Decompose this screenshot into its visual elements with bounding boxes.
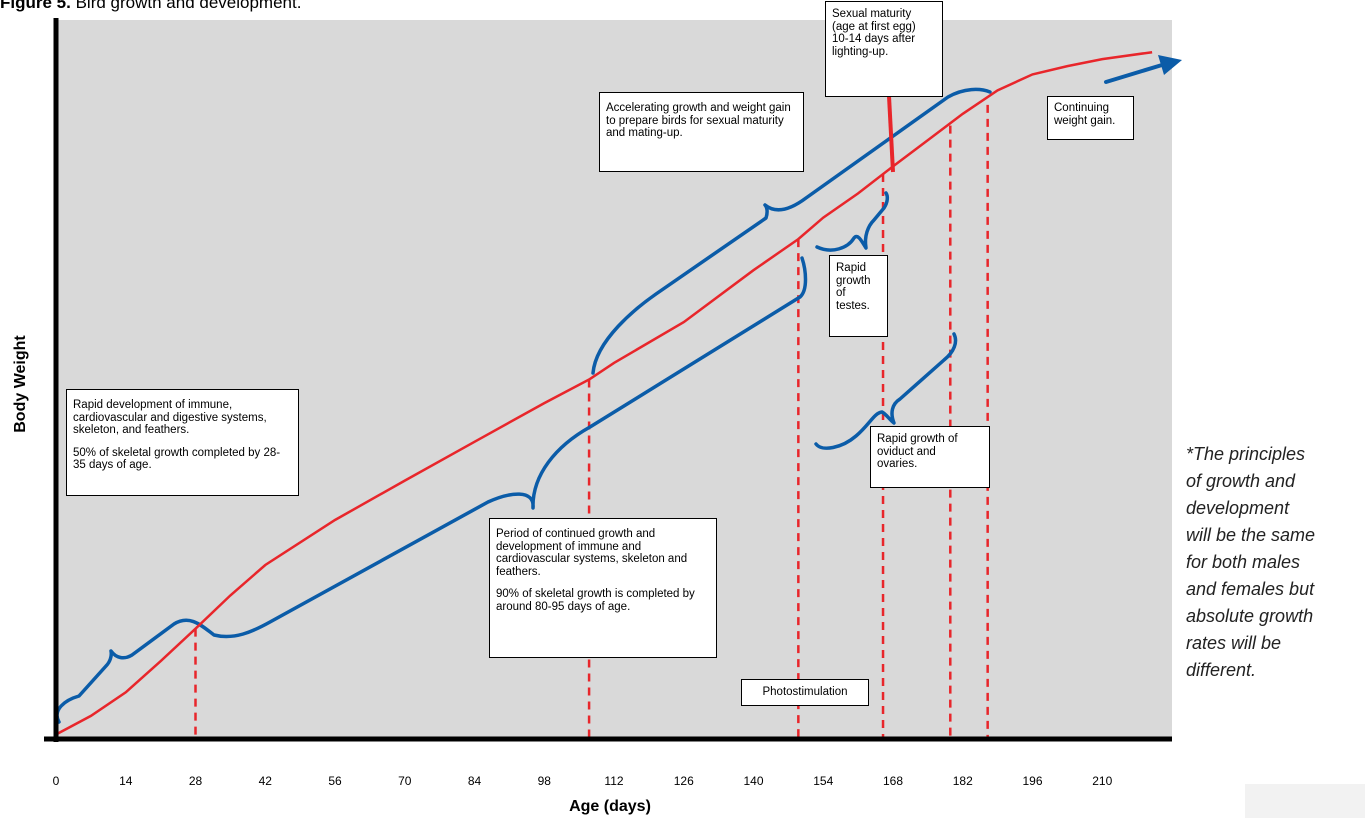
annotation-photostimulation-text: Photostimulation bbox=[762, 686, 848, 698]
x-axis-label: Age (days) bbox=[569, 798, 651, 815]
annotation-oviduct: Rapid growth of oviduct and ovaries. bbox=[870, 426, 990, 488]
corner-panel bbox=[1245, 784, 1365, 818]
brace-accelerating bbox=[591, 87, 992, 375]
x-tick-28: 28 bbox=[189, 774, 203, 788]
side-note: *The principles of growth and developmen… bbox=[1186, 444, 1316, 680]
annotation-continued: Period of continued growth and developme… bbox=[489, 518, 717, 658]
x-tick-154: 154 bbox=[813, 774, 833, 788]
brace-oviduct bbox=[814, 332, 958, 450]
figure-title: Figure 5. Bird growth and development. bbox=[0, 0, 301, 13]
x-tick-42: 42 bbox=[259, 774, 273, 788]
annotation-continuing: Continuing weight gain. bbox=[1047, 96, 1134, 140]
annotation-testes-text: Rapid growth of testes. bbox=[836, 262, 871, 312]
annotation-sexual-maturity-text: Sexual maturity (age at first egg) 10-14… bbox=[832, 8, 916, 58]
x-tick-84: 84 bbox=[468, 774, 482, 788]
annotation-continuing-text: Continuing weight gain. bbox=[1054, 102, 1116, 127]
annotation-immune-skeletal: 50% of skeletal growth completed by 28-3… bbox=[73, 446, 281, 472]
annotation-testes: Rapid growth of testes. bbox=[829, 255, 888, 337]
annotation-continued-skeletal: 90% of skeletal growth is completed by a… bbox=[496, 588, 695, 613]
annotation-immune: Rapid development of immune, cardiovascu… bbox=[66, 389, 299, 496]
x-tick-112: 112 bbox=[604, 774, 623, 788]
x-tick-182: 182 bbox=[953, 774, 973, 788]
x-tick-168: 168 bbox=[883, 774, 903, 788]
annotation-accelerating: Accelerating growth and weight gain to p… bbox=[599, 92, 804, 172]
x-tick-196: 196 bbox=[1022, 774, 1042, 788]
x-tick-0: 0 bbox=[53, 774, 60, 788]
brace-testes bbox=[815, 191, 890, 252]
x-tick-14: 14 bbox=[119, 774, 133, 788]
x-tick-98: 98 bbox=[538, 774, 552, 788]
x-tick-70: 70 bbox=[398, 774, 412, 788]
y-axis-label: Body Weight bbox=[12, 335, 29, 433]
brace-shapes bbox=[55, 87, 992, 724]
figure-caption: Bird growth and development. bbox=[70, 0, 302, 12]
x-tick-140: 140 bbox=[743, 774, 763, 788]
annotation-continued-text: Period of continued growth and developme… bbox=[496, 528, 688, 578]
continuing-arrow bbox=[1104, 55, 1182, 84]
maturity-pointer bbox=[887, 95, 895, 173]
figure-label: Figure 5. bbox=[0, 0, 71, 12]
annotation-sexual-maturity: Sexual maturity (age at first egg) 10-14… bbox=[825, 1, 943, 97]
x-tick-126: 126 bbox=[674, 774, 694, 788]
growth-line bbox=[55, 50, 1153, 736]
brace-immune bbox=[55, 256, 808, 724]
x-tick-56: 56 bbox=[328, 774, 342, 788]
x-tick-210: 210 bbox=[1092, 774, 1112, 788]
annotation-photostimulation: Photostimulation bbox=[741, 679, 869, 706]
annotation-accelerating-text: Accelerating growth and weight gain to p… bbox=[606, 102, 791, 139]
annotation-oviduct-text: Rapid growth of oviduct and ovaries. bbox=[877, 433, 958, 470]
x-tick-labels: 0 14 28 42 56 70 84 98 112 126 140 154 168 182 196 210 bbox=[53, 774, 1113, 788]
annotation-immune-text: Rapid development of immune, cardiovascu… bbox=[73, 399, 267, 436]
